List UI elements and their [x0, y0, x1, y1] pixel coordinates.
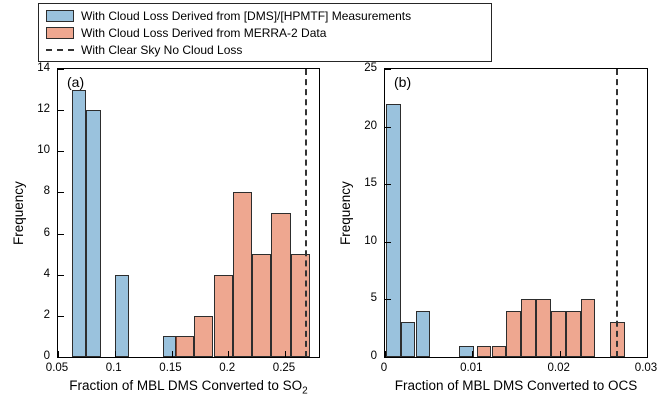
x-tick-label: 0.02: [547, 362, 570, 374]
y-tick-mark: [385, 357, 391, 358]
x-tick-label: 0.2: [219, 362, 236, 374]
histogram-bar: [580, 299, 596, 357]
y-tick-label: 0: [43, 350, 50, 362]
legend-item: With Cloud Loss Derived from [DMS]/[HPMT…: [46, 7, 484, 24]
y-tick-label: 8: [43, 185, 50, 198]
y-tick-label: 5: [370, 292, 377, 305]
x-axis-label-b: Fraction of MBL DMS Converted to OCS: [359, 378, 670, 397]
x-axis-label-text: Fraction of MBL DMS Converted to OCS: [394, 378, 638, 393]
y-tick-mark: [58, 151, 64, 153]
blue-histogram-swatch-icon: [46, 9, 74, 22]
y-tick-mark: [385, 69, 391, 70]
y-tick-label: 20: [364, 119, 377, 132]
y-tick-mark: [385, 184, 391, 186]
histogram-bar: [550, 310, 566, 357]
x-tick-label: 0.01: [460, 362, 483, 374]
histogram-bar: [565, 310, 581, 357]
y-tick-label: 4: [43, 267, 50, 280]
y-tick-label: 2: [43, 308, 50, 321]
histogram-bar: [174, 336, 195, 357]
y-tick-label: 15: [364, 177, 377, 190]
x-tick-mark: [114, 351, 116, 357]
histogram-bar: [385, 103, 401, 357]
y-tick-label: 25: [364, 62, 377, 74]
x-tick-label: 0.1: [105, 362, 122, 374]
histogram-bar: [86, 110, 101, 357]
y-tick-mark: [58, 357, 64, 358]
histogram-bar: [491, 345, 507, 357]
x-tick-mark: [472, 351, 474, 357]
x-tick-mark: [385, 351, 386, 357]
y-tick-label: 10: [37, 144, 50, 157]
legend-item: With Clear Sky No Cloud Loss: [46, 41, 484, 58]
legend-label: With Cloud Loss Derived from MERRA-2 Dat…: [81, 25, 327, 40]
panel-letter-a: (a): [67, 74, 85, 90]
histogram-bar: [271, 213, 291, 357]
histogram-bar: [232, 192, 253, 357]
histogram-bar: [194, 315, 214, 357]
legend-item: With Cloud Loss Derived from MERRA-2 Dat…: [46, 24, 484, 41]
histogram-bar: [114, 274, 129, 357]
y-tick-mark: [385, 126, 391, 128]
histogram-bar: [213, 274, 233, 357]
y-tick-mark: [58, 315, 64, 317]
y-tick-mark: [58, 233, 64, 235]
salmon-histogram-swatch-icon: [46, 26, 74, 39]
x-tick-label: 0.03: [634, 362, 658, 374]
histogram-bar: [521, 299, 536, 357]
dashed-line-icon: [46, 48, 74, 51]
x-axis-label-a: Fraction of MBL DMS Converted to SO2: [32, 378, 345, 397]
x-axis-label-text: Fraction of MBL DMS Converted to SO: [69, 378, 303, 393]
x-tick-mark: [647, 351, 648, 357]
clear-sky-dashed-line: [305, 69, 308, 357]
y-tick-label: 10: [364, 234, 377, 247]
x-tick-mark: [285, 351, 286, 357]
x-tick-label: 0: [380, 362, 388, 374]
y-tick-mark: [58, 110, 64, 112]
x-tick-mark: [228, 351, 230, 357]
y-tick-mark: [385, 299, 391, 301]
x-tick-label: 0.25: [272, 362, 296, 374]
legend-label: With Cloud Loss Derived from [DMS]/[HPMT…: [81, 8, 412, 23]
y-tick-label: 12: [37, 103, 50, 116]
y-axis-label-b: Frequency: [338, 181, 353, 245]
histogram-bar: [400, 322, 416, 357]
clear-sky-dashed-line: [616, 69, 619, 357]
legend: With Cloud Loss Derived from [DMS]/[HPMT…: [38, 3, 492, 62]
y-tick-mark: [385, 241, 391, 243]
panel-letter-b: (b): [394, 74, 412, 90]
histogram-bar: [252, 254, 272, 357]
x-axis-label-subscript: 2: [302, 385, 308, 397]
histogram-bar: [415, 310, 431, 357]
histogram-bar: [72, 89, 87, 357]
y-tick-mark: [58, 192, 64, 194]
histogram-bar: [506, 310, 522, 357]
histogram-bar: [476, 345, 492, 357]
histogram-bar: [536, 299, 551, 357]
plot-area-a: (a): [57, 68, 320, 358]
y-tick-label: 0: [370, 350, 377, 362]
y-tick-mark: [58, 274, 64, 276]
plot-area-b: (b): [384, 68, 648, 358]
y-tick-label: 14: [37, 62, 50, 74]
histogram-bar: [290, 254, 310, 357]
x-tick-mark: [58, 351, 59, 357]
x-tick-label: 0.15: [159, 362, 182, 374]
x-tick-mark: [559, 351, 561, 357]
x-tick-mark: [171, 351, 173, 357]
histogram-bar: [459, 345, 474, 357]
legend-label: With Clear Sky No Cloud Loss: [81, 42, 243, 57]
y-tick-label: 6: [43, 226, 50, 239]
x-tick-label: 0.05: [45, 362, 69, 374]
y-tick-mark: [58, 69, 64, 70]
